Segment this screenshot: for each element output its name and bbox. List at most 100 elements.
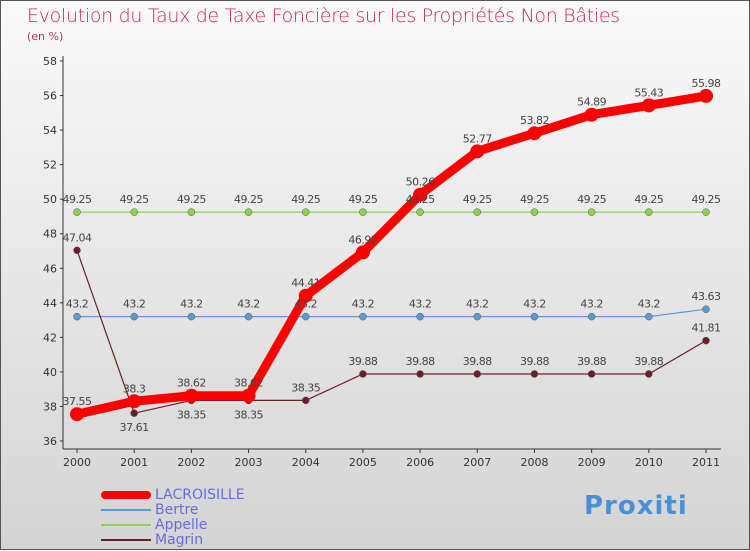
data-point-lacroisille bbox=[527, 126, 542, 141]
series-line-magrin bbox=[76, 250, 707, 414]
legend-item-lacroisille: LACROISILLE bbox=[101, 486, 245, 503]
data-point-appelle bbox=[359, 208, 367, 216]
series-layer bbox=[70, 88, 713, 422]
data-label-magrin: 39.88 bbox=[348, 355, 377, 368]
data-point-bertre bbox=[645, 312, 653, 321]
data-label-magrin: 38.35 bbox=[234, 408, 263, 421]
data-point-lacroisille bbox=[699, 88, 713, 103]
y-tick-label: 40 bbox=[43, 366, 57, 379]
data-label-lacroisille: 37.55 bbox=[63, 395, 92, 408]
data-label-lacroisille: 52.77 bbox=[463, 132, 492, 145]
data-label-appelle: 49.25 bbox=[63, 193, 92, 206]
data-label-bertre: 43.2 bbox=[352, 298, 375, 311]
data-point-magrin bbox=[530, 370, 539, 378]
series-line-lacroisille bbox=[76, 91, 707, 419]
data-label-bertre: 43.2 bbox=[580, 298, 603, 311]
x-tick-label: 2008 bbox=[520, 456, 548, 469]
data-label-appelle: 49.25 bbox=[120, 193, 149, 206]
x-tick-label: 2001 bbox=[120, 456, 148, 469]
data-label-appelle: 49.25 bbox=[348, 193, 377, 206]
chart-subtitle: (en %) bbox=[27, 30, 64, 43]
data-label-magrin: 39.88 bbox=[520, 355, 549, 368]
data-label-appelle: 49.25 bbox=[234, 193, 263, 206]
data-point-magrin bbox=[416, 370, 424, 378]
data-point-lacroisille bbox=[298, 288, 313, 303]
data-point-magrin bbox=[130, 409, 138, 417]
data-label-magrin: 38.35 bbox=[177, 408, 206, 421]
data-point-bertre bbox=[187, 312, 196, 321]
legend-item-appelle: Appelle bbox=[101, 517, 245, 533]
data-point-bertre bbox=[416, 312, 424, 321]
y-tick-label: 52 bbox=[43, 159, 57, 172]
data-point-lacroisille bbox=[184, 388, 199, 403]
y-tick-label: 56 bbox=[43, 90, 57, 103]
data-label-appelle: 49.25 bbox=[520, 193, 549, 206]
data-label-bertre: 43.2 bbox=[409, 298, 432, 311]
data-label-lacroisille: 38.62 bbox=[177, 377, 206, 390]
x-tick-label: 2006 bbox=[406, 456, 434, 469]
data-label-bertre: 43.2 bbox=[294, 298, 317, 311]
data-label-magrin: 39.88 bbox=[634, 355, 663, 368]
data-point-appelle bbox=[73, 208, 81, 216]
y-tick-label: 58 bbox=[43, 55, 57, 68]
data-point-appelle bbox=[473, 208, 482, 216]
data-point-lacroisille bbox=[641, 98, 656, 113]
x-tick-label: 2005 bbox=[349, 456, 377, 469]
legend-item-bertre: Bertre bbox=[101, 501, 245, 518]
data-label-magrin: 37.61 bbox=[120, 421, 149, 434]
data-point-lacroisille bbox=[355, 245, 370, 260]
label-layer: 37.55 38.3 38.62 38.62 44.41 46.92 50.26 52.77 5… bbox=[63, 77, 722, 434]
data-label-appelle: 49.25 bbox=[406, 193, 435, 206]
data-label-lacroisille: 46.92 bbox=[348, 233, 377, 246]
data-point-appelle bbox=[587, 208, 596, 216]
y-tick-label: 50 bbox=[43, 193, 57, 206]
data-point-appelle bbox=[530, 208, 539, 216]
data-point-magrin bbox=[645, 370, 653, 378]
data-point-bertre bbox=[473, 312, 482, 321]
data-label-lacroisille: 38.3 bbox=[123, 382, 146, 395]
legend-label: LACROISILLE bbox=[155, 486, 245, 503]
y-tick-label: 38 bbox=[43, 400, 57, 413]
chart-title: Evolution du Taux de Taxe Foncière sur l… bbox=[27, 5, 620, 27]
data-point-bertre bbox=[530, 312, 539, 321]
legend-label: Bertre bbox=[155, 501, 199, 518]
data-point-appelle bbox=[244, 208, 253, 216]
y-tick-label: 48 bbox=[43, 228, 57, 241]
data-label-magrin: 39.88 bbox=[577, 355, 606, 368]
data-label-lacroisille: 44.41 bbox=[291, 277, 320, 290]
y-tick-label: 46 bbox=[43, 262, 57, 275]
data-point-bertre bbox=[301, 312, 310, 321]
data-label-bertre: 43.2 bbox=[523, 298, 546, 311]
data-point-lacroisille bbox=[241, 388, 256, 403]
data-point-lacroisille bbox=[413, 187, 428, 202]
data-point-lacroisille bbox=[470, 144, 485, 159]
data-point-magrin bbox=[587, 370, 596, 378]
data-label-lacroisille: 50.26 bbox=[406, 176, 435, 189]
x-tick-label: 2002 bbox=[177, 456, 205, 469]
legend-swatch bbox=[101, 508, 151, 511]
data-label-bertre: 43.2 bbox=[466, 298, 489, 311]
data-label-appelle: 49.25 bbox=[463, 193, 492, 206]
y-tick-label: 44 bbox=[43, 297, 57, 310]
data-point-magrin bbox=[473, 370, 482, 378]
data-label-magrin: 39.88 bbox=[406, 355, 435, 368]
data-label-magrin: 41.81 bbox=[692, 322, 721, 335]
data-label-magrin: 39.88 bbox=[463, 355, 492, 368]
data-point-magrin bbox=[702, 336, 710, 345]
y-tick-label: 36 bbox=[43, 435, 57, 448]
data-point-magrin bbox=[359, 370, 367, 378]
x-tick-label: 2010 bbox=[635, 456, 663, 469]
data-point-bertre bbox=[244, 312, 253, 321]
data-label-lacroisille: 38.62 bbox=[234, 377, 263, 390]
data-point-bertre bbox=[359, 312, 367, 321]
legend: LACROISILLE Bertre Appelle Magrin bbox=[101, 486, 245, 548]
data-label-bertre: 43.63 bbox=[692, 290, 721, 303]
x-tick-label: 2009 bbox=[578, 456, 606, 469]
data-label-appelle: 49.25 bbox=[577, 193, 606, 206]
data-label-appelle: 49.25 bbox=[291, 193, 320, 206]
data-label-lacroisille: 54.89 bbox=[577, 96, 606, 109]
data-point-magrin bbox=[73, 246, 81, 255]
data-label-appelle: 49.25 bbox=[692, 193, 721, 206]
legend-swatch bbox=[101, 523, 151, 526]
